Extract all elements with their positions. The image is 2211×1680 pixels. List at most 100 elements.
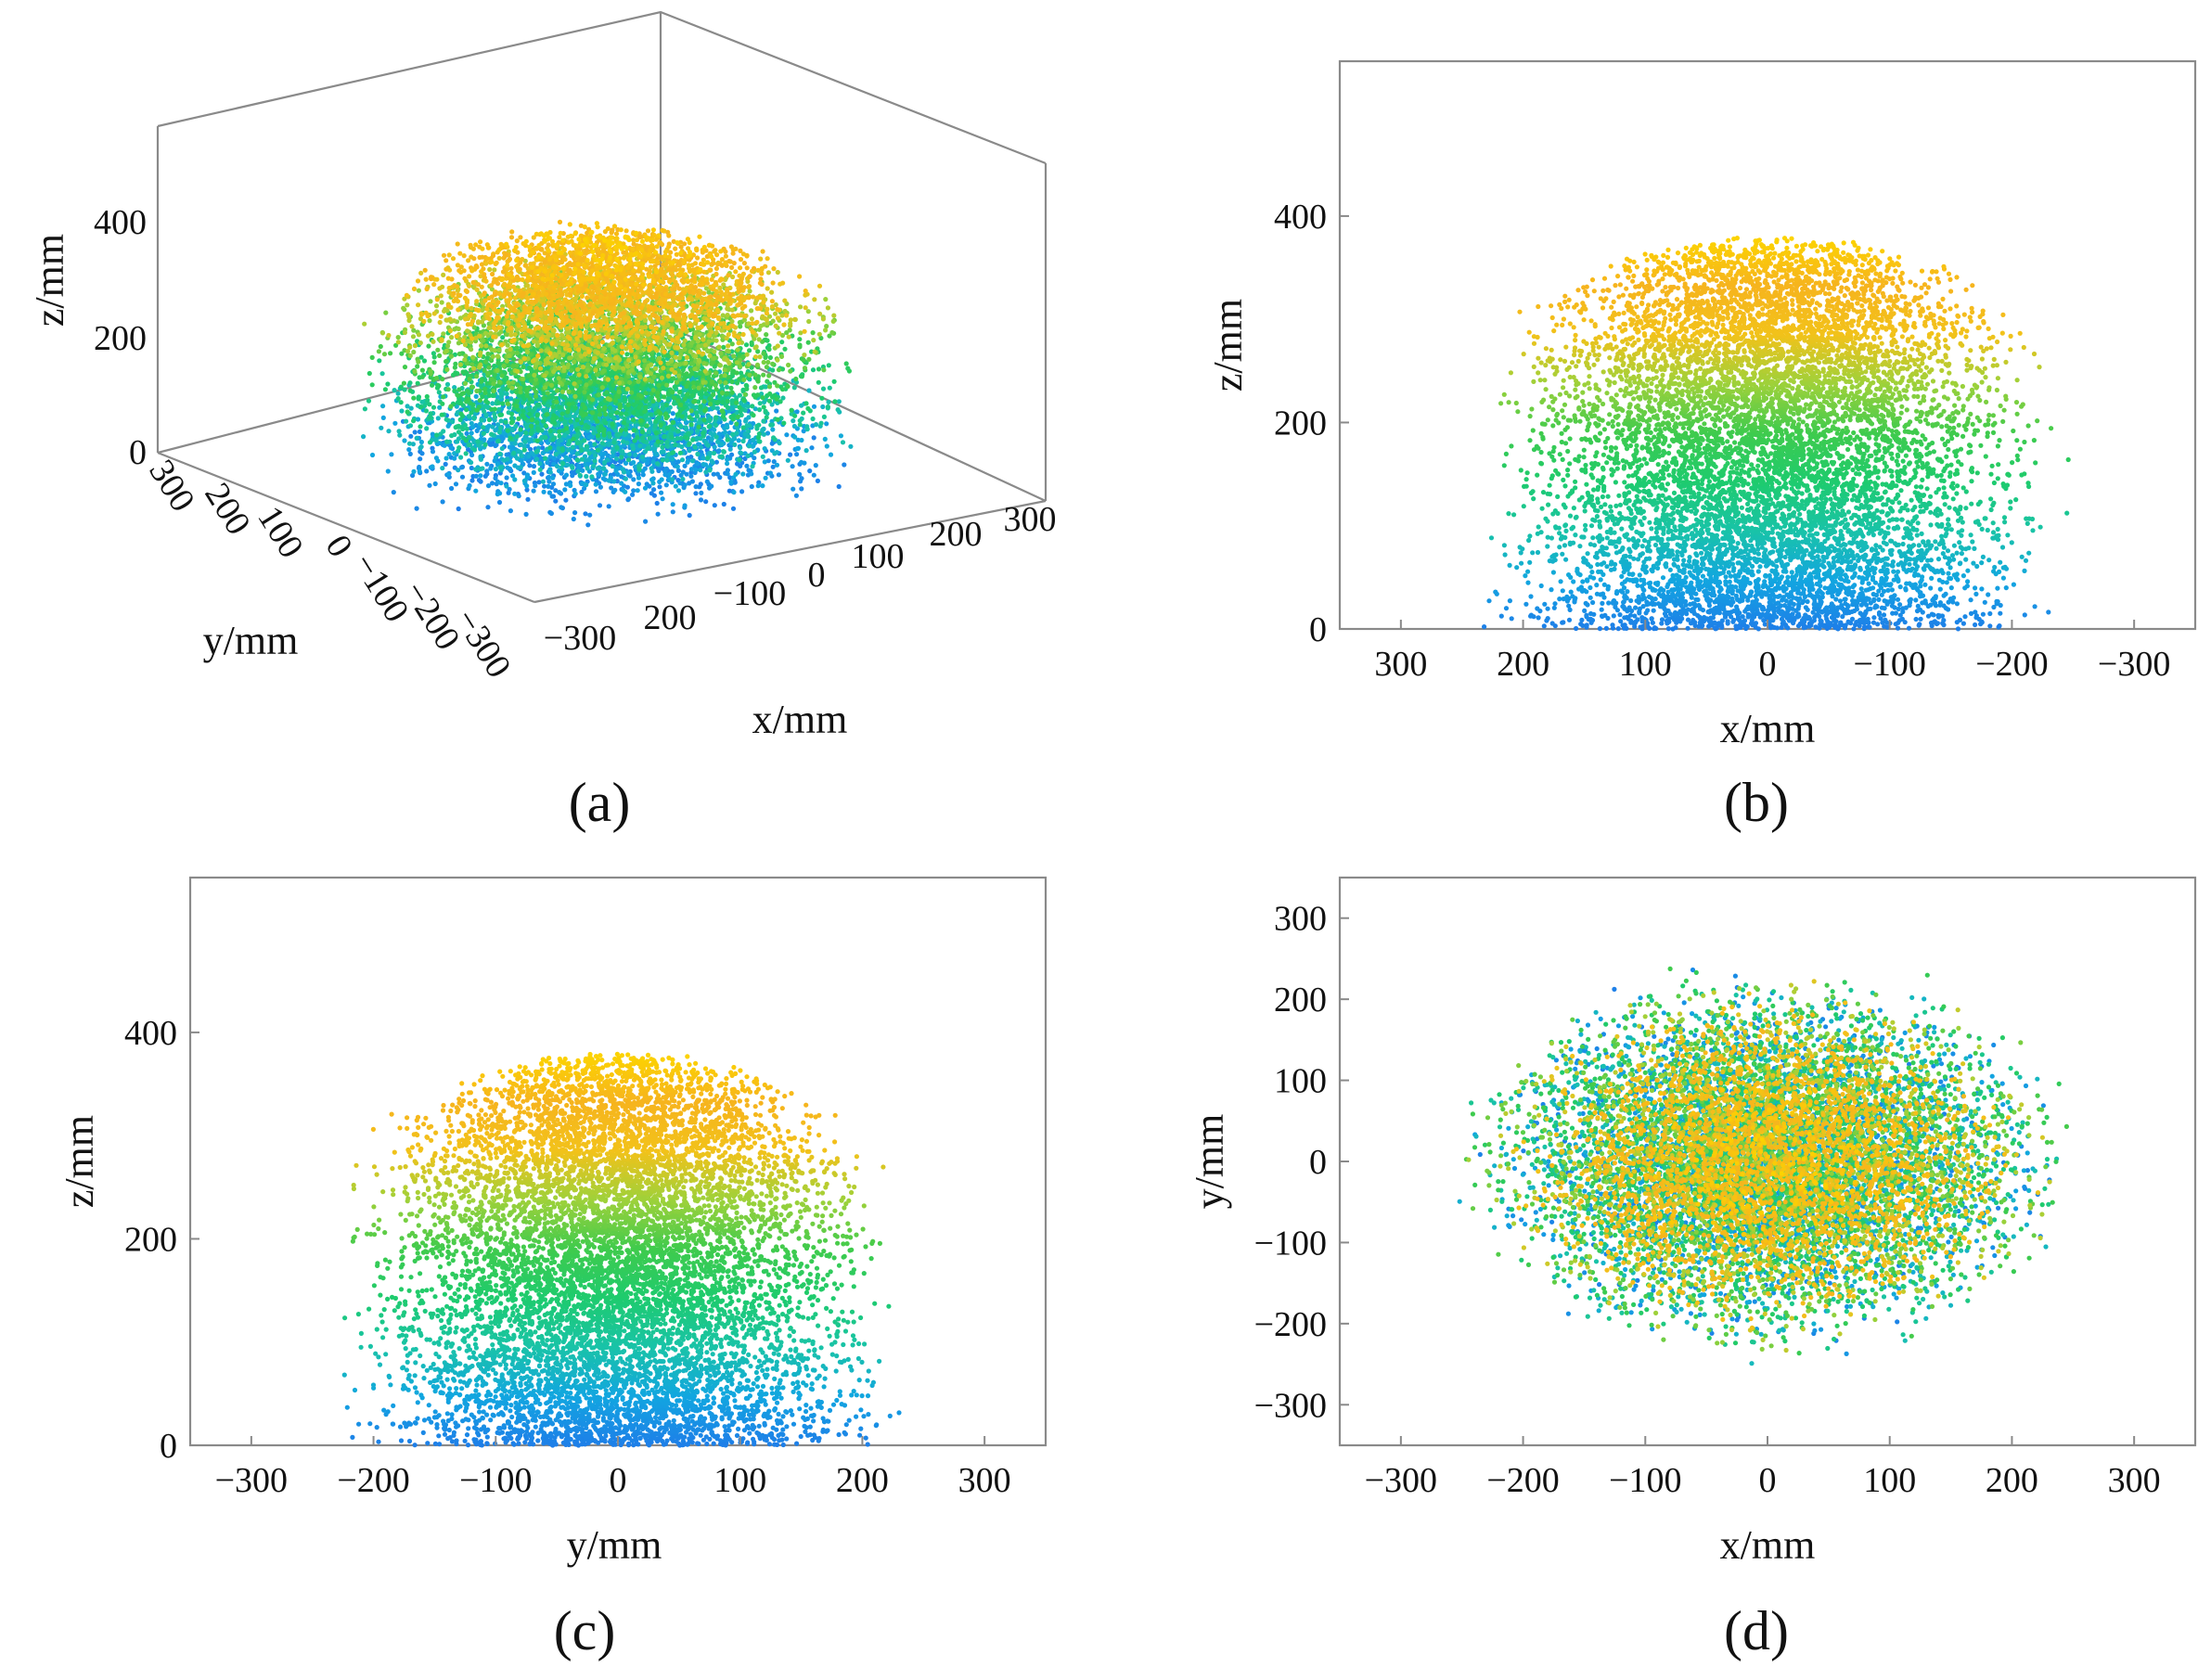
scatter-point xyxy=(636,481,641,486)
scatter-point xyxy=(469,466,474,470)
scatter-point xyxy=(546,480,551,484)
scatter-point xyxy=(671,411,675,416)
scatter-point xyxy=(532,464,536,468)
scatter-point xyxy=(542,490,546,494)
panel-a-point-cloud xyxy=(361,220,854,528)
scatter-point xyxy=(607,504,611,508)
scatter-point xyxy=(449,445,454,450)
scatter-point xyxy=(408,452,413,456)
scatter-point xyxy=(594,489,598,494)
scatter-point xyxy=(433,481,438,486)
scatter-point xyxy=(452,456,456,461)
scatter-point xyxy=(636,488,640,493)
scatter-point xyxy=(570,473,574,478)
scatter-point xyxy=(474,474,479,479)
scatter-point xyxy=(693,491,698,495)
scatter-point xyxy=(479,480,483,484)
scatter-point xyxy=(656,512,661,517)
scatter-point xyxy=(485,505,490,509)
scatter-point xyxy=(788,453,792,457)
scatter-point xyxy=(449,486,454,491)
scatter-point xyxy=(768,470,773,475)
scatter-point xyxy=(508,508,513,513)
scatter-point xyxy=(756,483,761,488)
scatter-point xyxy=(631,488,636,493)
scatter-point xyxy=(563,498,568,503)
scatter-point xyxy=(794,494,799,498)
scatter-point xyxy=(419,451,424,455)
scatter-point xyxy=(527,463,532,468)
scatter-point xyxy=(424,468,429,473)
scatter-point xyxy=(612,488,617,493)
scatter-point xyxy=(797,472,802,477)
scatter-point xyxy=(427,483,431,488)
scatter-point xyxy=(662,472,667,477)
scatter-point xyxy=(493,443,497,448)
panel-a-3d-scatter: 0 200 400 z/mm 300 200 100 0 −100 −200 −… xyxy=(27,12,1057,833)
scatter-point xyxy=(659,491,663,495)
scatter-point xyxy=(536,480,541,484)
scatter-point xyxy=(389,452,393,456)
scatter-point xyxy=(699,497,703,502)
scatter-point xyxy=(715,472,720,477)
scatter-point xyxy=(406,447,411,452)
scatter-point xyxy=(791,487,795,492)
scatter-point xyxy=(695,461,700,466)
scatter-point xyxy=(684,472,688,477)
scatter-point xyxy=(812,473,816,478)
scatter-point xyxy=(630,493,635,497)
scatter-point xyxy=(408,434,413,439)
scatter-point xyxy=(486,483,491,488)
scatter-point xyxy=(443,462,448,467)
scatter-point xyxy=(812,404,816,409)
scatter-point xyxy=(671,502,675,507)
scatter-point xyxy=(468,483,472,488)
scatter-point xyxy=(809,445,814,450)
scatter-point xyxy=(441,499,445,504)
scatter-point xyxy=(643,519,648,524)
scatter-point xyxy=(709,484,713,489)
scatter-point xyxy=(525,497,530,502)
scatter-point xyxy=(431,449,435,454)
scatter-point xyxy=(777,472,781,477)
scatter-point xyxy=(532,470,536,475)
scatter-point xyxy=(497,500,502,505)
scatter-point xyxy=(417,465,421,469)
scatter-point xyxy=(564,472,569,477)
scatter-point xyxy=(505,475,509,480)
scatter-point xyxy=(469,453,474,457)
scatter-point xyxy=(415,507,419,511)
scatter-point xyxy=(488,437,493,442)
scatter-point xyxy=(842,462,846,467)
scatter-point xyxy=(572,517,576,521)
scatter-point xyxy=(386,468,391,473)
scatter-point xyxy=(688,513,692,518)
scatter-point xyxy=(671,509,675,514)
scatter-point xyxy=(667,472,672,477)
scatter-point xyxy=(572,510,577,515)
scatter-point xyxy=(814,463,818,468)
scatter-point xyxy=(713,503,717,507)
scatter-point xyxy=(837,484,842,489)
scatter-point xyxy=(392,490,396,494)
scatter-point xyxy=(657,484,662,489)
scatter-point xyxy=(497,491,502,495)
scatter-point xyxy=(794,452,799,456)
scatter-point xyxy=(631,477,636,481)
scatter-point xyxy=(580,468,585,473)
scatter-point xyxy=(547,510,552,515)
scatter-point xyxy=(585,522,590,527)
scatter-point xyxy=(664,482,669,487)
scatter-point xyxy=(539,472,544,477)
scatter-point xyxy=(716,448,721,453)
scatter-point xyxy=(598,485,603,490)
scatter-point xyxy=(583,511,587,516)
figure: 0 200 400 z/mm 300 200 100 0 −100 −200 −… xyxy=(0,0,2211,1680)
scatter-point xyxy=(671,461,675,466)
scatter-point xyxy=(812,435,816,440)
scatter-point xyxy=(690,479,695,483)
scatter-point xyxy=(646,456,650,461)
scatter-point xyxy=(677,481,682,485)
scatter-point xyxy=(418,456,422,461)
scatter-point xyxy=(553,499,558,504)
